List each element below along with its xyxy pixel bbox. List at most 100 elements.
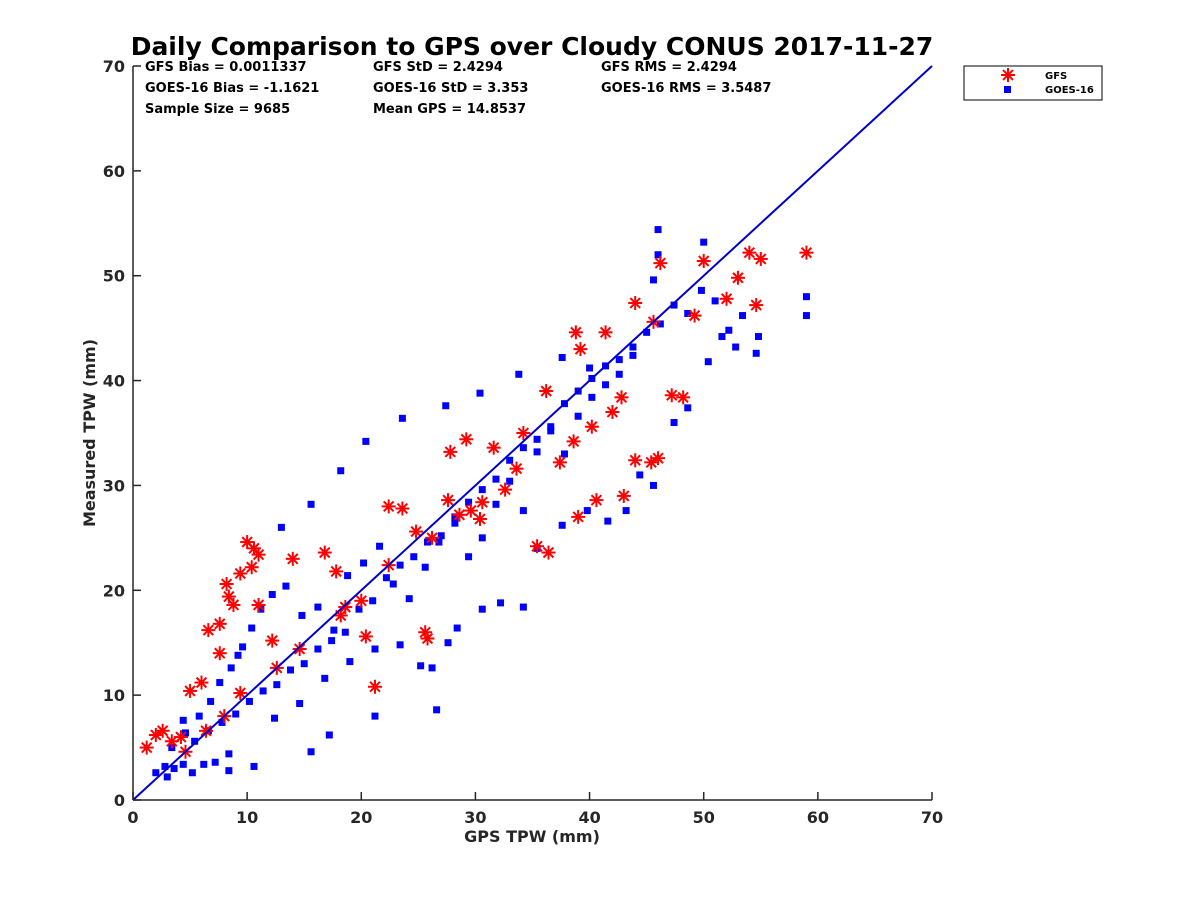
- x-tick-label: 50: [693, 808, 715, 827]
- gfs-point: [194, 675, 209, 690]
- goes16-point: [519, 507, 527, 515]
- goes16-point: [218, 718, 226, 726]
- goes16-point: [586, 364, 594, 372]
- goes16-point: [711, 297, 719, 305]
- gfs-point: [552, 455, 567, 470]
- goes16-point: [344, 572, 352, 580]
- y-tick-label: 50: [103, 267, 125, 286]
- x-tick-label: 20: [350, 808, 372, 827]
- gfs-point: [498, 482, 513, 497]
- goes16-point: [355, 605, 363, 613]
- goes16-point: [362, 437, 370, 445]
- goes16-point: [337, 467, 345, 475]
- gfs-point: [516, 426, 531, 440]
- goes16-point: [298, 611, 306, 619]
- goes16-point: [360, 559, 368, 567]
- stat-goes16-bias: GOES-16 Bias = -1.1621: [145, 81, 319, 96]
- goes16-point: [560, 450, 568, 458]
- gfs-point: [628, 295, 643, 310]
- gfs-point: [472, 511, 487, 526]
- gfs-point: [509, 461, 524, 476]
- goes16-point: [465, 553, 473, 561]
- goes16-point: [314, 645, 322, 653]
- goes16-point: [732, 343, 740, 351]
- goes16-point: [547, 423, 555, 431]
- gfs-point: [573, 342, 588, 357]
- goes16-point: [433, 706, 441, 714]
- legend-box: [963, 65, 1103, 101]
- gfs-point: [664, 388, 679, 403]
- goes16-point: [405, 595, 413, 603]
- gfs-point: [799, 245, 814, 260]
- goes16-point: [519, 603, 527, 611]
- goes16-point: [227, 664, 235, 672]
- goes16-point: [396, 641, 404, 649]
- gfs-point: [226, 597, 241, 612]
- gfs-point: [201, 623, 216, 638]
- x-tick-label: 0: [127, 808, 138, 827]
- gfs-point: [338, 600, 353, 615]
- gfs-point: [696, 254, 711, 269]
- gfs-point: [541, 545, 556, 560]
- gfs-point: [539, 384, 554, 399]
- y-axis-label: Measured TPW (mm): [80, 339, 99, 527]
- goes16-point: [649, 481, 657, 489]
- gfs-point: [409, 524, 424, 539]
- goes16-point: [216, 679, 224, 687]
- gfs-point: [425, 530, 440, 545]
- goes16-point: [296, 700, 304, 708]
- goes16-point: [442, 402, 450, 410]
- stat-gfs-rms: GFS RMS = 2.4294: [601, 60, 737, 75]
- goes16-point: [755, 333, 763, 341]
- goes16-point: [369, 597, 377, 605]
- goes16-point: [435, 538, 443, 546]
- one-to-one-line: [132, 65, 933, 801]
- goes16-point: [802, 293, 810, 301]
- goes16-point: [604, 517, 612, 525]
- goes16-point: [179, 760, 187, 768]
- goes16-point: [802, 312, 810, 320]
- goes16-point: [718, 333, 726, 341]
- y-tick-label: 60: [103, 162, 125, 181]
- legend: GFS GOES-16: [963, 65, 1103, 101]
- goes16-point: [282, 582, 290, 590]
- goes16-point: [739, 312, 747, 320]
- goes16-point: [670, 301, 678, 309]
- goes16-point: [453, 624, 461, 632]
- goes16-point: [277, 523, 285, 531]
- goes16-point: [421, 563, 429, 571]
- goes16-point: [684, 404, 692, 412]
- goes16-point: [656, 320, 664, 328]
- goes16-point: [649, 276, 657, 284]
- goes16-point: [583, 507, 591, 515]
- gfs-point: [566, 434, 581, 449]
- goes16-point: [654, 251, 662, 259]
- goes16-point: [398, 414, 406, 422]
- gfs-point: [749, 298, 764, 313]
- gfs-point: [265, 633, 280, 648]
- goes16-point: [654, 226, 662, 234]
- gfs-point: [251, 597, 266, 612]
- goes16-point: [410, 553, 418, 561]
- goes16-point: [188, 769, 196, 777]
- goes16-point: [195, 712, 203, 720]
- goes16-point: [417, 662, 425, 670]
- goes16-point: [752, 349, 760, 357]
- goes16-point: [697, 286, 705, 294]
- goes16-point: [163, 773, 171, 781]
- gfs-point: [730, 270, 745, 285]
- gfs-series: [139, 245, 814, 759]
- goes16-point: [574, 412, 582, 420]
- goes16-point: [643, 328, 651, 336]
- stat-gfs-bias: GFS Bias = 0.0011337: [145, 60, 307, 75]
- gfs-point: [443, 444, 458, 459]
- goes16-point: [314, 603, 322, 611]
- goes16-point: [465, 498, 473, 506]
- goes16-point: [629, 351, 637, 359]
- goes16-point: [300, 660, 308, 668]
- goes16-point: [245, 697, 253, 705]
- y-tick-label: 10: [103, 686, 125, 705]
- gfs-point: [452, 507, 467, 522]
- goes16-point: [622, 507, 630, 515]
- goes16-point: [179, 716, 187, 724]
